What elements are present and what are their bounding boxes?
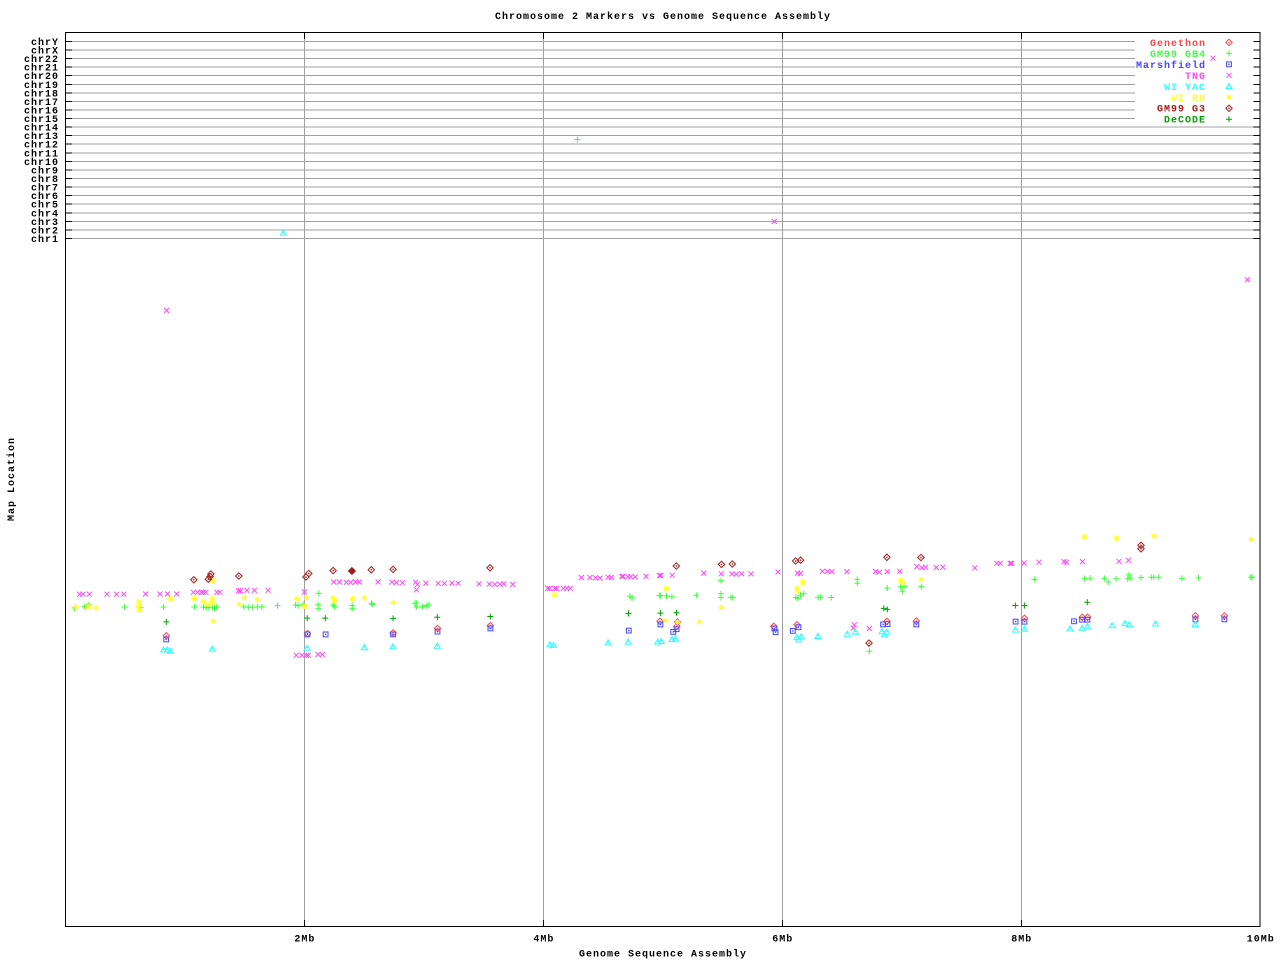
- svg-text:chr2: chr2: [31, 225, 59, 237]
- svg-text:10Mb: 10Mb: [1247, 934, 1275, 946]
- svg-text:chr5: chr5: [31, 200, 59, 212]
- svg-text:TNG: TNG: [1185, 72, 1206, 83]
- svg-text:Genome Sequence Assembly: Genome Sequence Assembly: [579, 949, 747, 960]
- svg-text:chr22: chr22: [24, 54, 59, 66]
- svg-text:WI RH: WI RH: [1171, 94, 1206, 105]
- svg-text:Genethon: Genethon: [1150, 38, 1206, 50]
- svg-text:chrY: chrY: [31, 37, 59, 49]
- svg-text:2Mb: 2Mb: [294, 934, 315, 946]
- svg-text:chr21: chr21: [24, 63, 59, 75]
- svg-text:8Mb: 8Mb: [1011, 934, 1032, 946]
- svg-text:chr4: chr4: [31, 208, 59, 220]
- svg-text:chr13: chr13: [24, 131, 59, 143]
- svg-text:chr16: chr16: [24, 105, 59, 117]
- svg-text:chr9: chr9: [31, 165, 59, 177]
- svg-text:chr20: chr20: [24, 71, 59, 83]
- svg-text:chr17: chr17: [24, 97, 59, 109]
- svg-text:chrX: chrX: [31, 45, 59, 57]
- svg-text:Chromosome 2 Markers vs Genome: Chromosome 2 Markers vs Genome Sequence …: [495, 11, 831, 23]
- svg-text:GM99 G3: GM99 G3: [1157, 105, 1206, 116]
- svg-text:chr11: chr11: [24, 148, 59, 160]
- svg-text:chr18: chr18: [24, 88, 59, 100]
- svg-text:chr15: chr15: [24, 114, 59, 126]
- svg-text:6Mb: 6Mb: [772, 934, 793, 946]
- svg-text:WI YAC: WI YAC: [1164, 83, 1206, 94]
- svg-text:chr8: chr8: [31, 174, 59, 186]
- svg-text:chr1: chr1: [31, 234, 59, 246]
- svg-text:Marshfield: Marshfield: [1136, 60, 1206, 72]
- svg-text:Map Location: Map Location: [6, 437, 18, 521]
- svg-text:chr12: chr12: [24, 140, 59, 152]
- svg-text:DeCODE: DeCODE: [1164, 116, 1206, 127]
- svg-text:chr19: chr19: [24, 80, 59, 92]
- svg-text:GM99 GB4: GM99 GB4: [1150, 50, 1206, 61]
- svg-text:chr14: chr14: [24, 123, 59, 135]
- svg-text:chr7: chr7: [31, 183, 59, 195]
- svg-text:4Mb: 4Mb: [533, 934, 554, 946]
- svg-text:chr3: chr3: [31, 217, 59, 229]
- svg-text:chr6: chr6: [31, 191, 59, 203]
- svg-text:chr10: chr10: [24, 157, 59, 169]
